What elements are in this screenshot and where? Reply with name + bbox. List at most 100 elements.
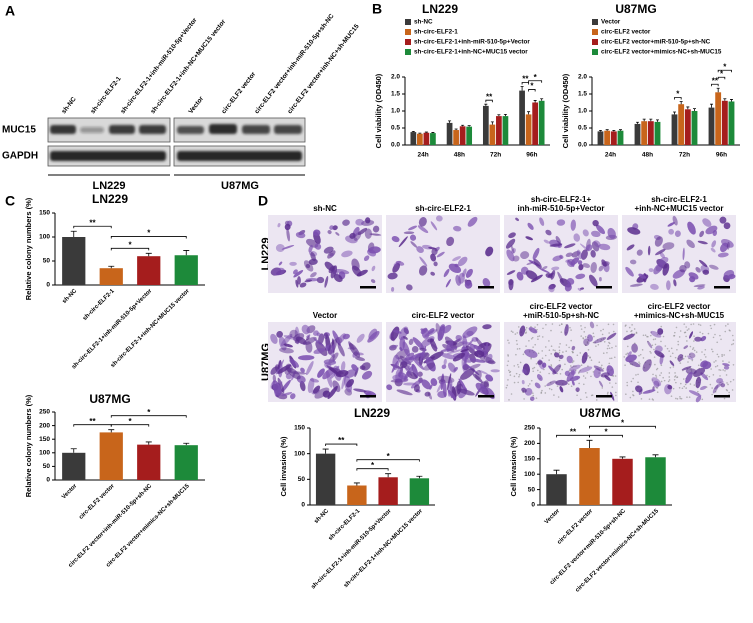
pore [711,387,713,389]
cell [390,326,400,341]
pore [641,349,644,351]
pore [550,388,553,391]
pore [606,351,608,354]
cell [367,246,381,254]
pore [701,351,703,353]
pore [711,350,714,353]
band [139,125,166,134]
chart: LN229 Cell invasion (%) 0 50 100 150 sh-NCsh-c… [279,406,435,591]
y-tick-label: 0.0 [578,142,587,149]
cell [295,279,299,288]
pore [602,328,605,331]
cell [335,232,340,236]
pore [639,353,642,356]
cell [511,248,516,254]
pore [558,351,561,354]
pore [584,377,587,379]
cell [541,265,548,270]
pore [674,356,677,359]
error-bar [183,442,190,446]
significance-label: * [128,417,132,426]
pore [556,372,558,375]
cell [430,221,438,231]
cell [281,244,295,250]
x-tick-label: 72h [679,152,690,159]
error-bar [673,111,677,115]
cell [349,232,356,239]
micrograph-label: sh-circ-ELF2-1 [415,204,471,213]
cell [702,218,712,227]
cell [367,331,380,343]
pore [532,346,534,348]
pore [670,395,673,397]
bar [489,124,496,145]
legend-label: circ-ELF2 vector+miR-510-5p+sh-NC [601,39,711,46]
cell [323,246,334,254]
y-tick-label: 150 [524,456,535,463]
cell [369,233,382,236]
scale-bar [360,286,376,289]
scale-bar [714,395,730,398]
pore [692,323,695,325]
cell [699,230,705,238]
cell [333,274,343,283]
pore [514,333,517,335]
y-tick-label: 2.0 [391,74,400,81]
scale-bar [714,286,730,289]
cell [440,353,457,360]
y-tick-label: 50 [528,486,536,493]
cell [654,350,665,358]
pore [570,339,572,342]
pore [732,379,735,381]
cell [723,365,730,370]
cell [524,349,538,358]
significance-bracket [356,468,389,471]
pore [660,380,663,383]
chart-title: LN229 [422,2,458,16]
y-tick-label: 100 [39,450,50,457]
pore [717,355,720,358]
bar [137,444,161,480]
significance-label: * [604,427,608,436]
cell [539,217,545,226]
bar [634,123,641,145]
cell [447,379,453,397]
pore [728,329,731,331]
group-label: LN229 [92,180,125,192]
significance-bracket [717,76,726,80]
error-bar [649,118,653,122]
panel-letter: A [5,3,15,19]
pore [680,382,682,385]
x-tick-label: 96h [526,152,537,159]
pore [625,393,627,395]
cell [684,261,691,269]
pore [684,383,687,386]
pore [626,384,629,387]
pore [729,349,731,352]
cell [669,360,675,366]
cell [399,361,408,369]
cell [650,283,659,290]
bar [538,100,545,145]
pore [680,397,683,400]
pore [515,372,518,375]
band [242,125,270,134]
significance-label: * [530,82,534,91]
bar [99,268,123,285]
scale-bar [360,395,376,398]
cell [590,230,601,238]
cell [635,385,643,393]
cell [577,287,582,292]
cell [693,284,706,288]
cell [364,228,372,239]
cell [590,249,596,258]
cell [478,369,488,375]
pore [608,342,611,345]
cell [327,250,336,259]
cell [526,261,534,266]
pore [660,364,663,367]
cell [564,283,572,292]
cell [314,387,330,399]
pore [513,375,516,378]
cell [559,386,564,393]
